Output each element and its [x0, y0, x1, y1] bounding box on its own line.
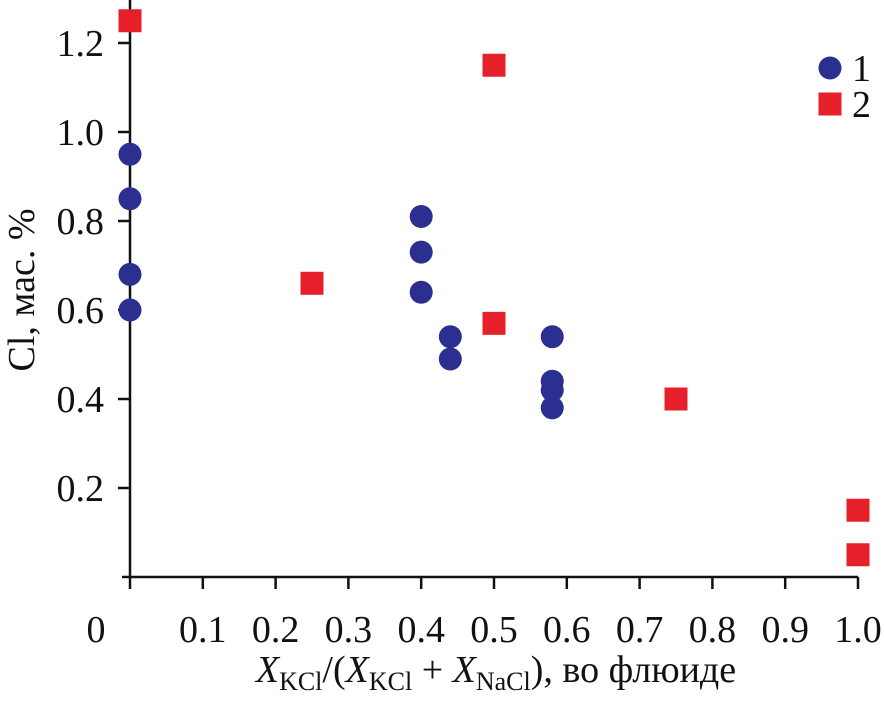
y-tick-label: 1.2	[57, 23, 105, 65]
series-2-point	[482, 53, 506, 77]
x-axis-title-mid: /(	[322, 649, 345, 691]
x-tick-label: 0.3	[325, 609, 373, 651]
series-1-point	[118, 187, 142, 211]
legend-label-2: 2	[852, 84, 871, 126]
series-2-point	[664, 387, 688, 411]
series-2-point	[482, 311, 506, 335]
y-tick-label: 0.8	[57, 201, 105, 243]
series-1-point	[438, 347, 462, 371]
x-tick-label: 0.6	[543, 609, 591, 651]
x-tick-label: 0.2	[252, 609, 300, 651]
x-tick-label: 0.4	[397, 609, 445, 651]
series-1-point	[540, 378, 564, 402]
series-2-point	[118, 9, 142, 33]
y-tick-label: 1.0	[57, 112, 105, 154]
y-tick-label: 0.6	[57, 290, 105, 332]
legend-marker-1	[818, 56, 842, 80]
ticks: 0 0.1 0.2 0.3 0.4 0.5 0.6 0.7 0.8 0.9 1.0 0.2 0.4 0.6…	[57, 23, 882, 651]
legend-marker-2	[818, 92, 842, 116]
x-axis-title-sub3: NaCl	[476, 667, 531, 696]
series-1-point	[118, 262, 142, 286]
y-tick-label: 0.4	[57, 379, 105, 421]
series-1-point	[118, 298, 142, 322]
x-tick-label: 1.0	[834, 609, 882, 651]
series-2-point	[300, 271, 324, 295]
x-tick-label: 0.8	[689, 609, 737, 651]
legend-label-1: 1	[852, 48, 871, 90]
x-axis-title-plus: +	[412, 649, 452, 691]
y-axis-title: Cl, мас. %	[1, 208, 43, 371]
x-axis-title-sub1: KCl	[279, 667, 322, 696]
x-axis-title-var2: X	[344, 649, 371, 691]
x-tick-label: 0.1	[179, 609, 227, 651]
y-tick-label: 0.2	[57, 468, 105, 510]
series-1-point	[540, 396, 564, 420]
x-tick-label: 0.7	[616, 609, 664, 651]
x-tick-label: 0.5	[470, 609, 518, 651]
x-axis-title-var1: X	[254, 649, 281, 691]
series-1-point	[409, 280, 433, 304]
series-1-point	[118, 142, 142, 166]
x-tick-label: 0.9	[761, 609, 809, 651]
series-1-point	[409, 205, 433, 229]
series-1-point	[540, 325, 564, 349]
axes	[122, 0, 858, 579]
data-points	[118, 9, 870, 567]
series-1-point	[438, 325, 462, 349]
legend: 12	[818, 48, 871, 126]
x-axis-title-sub2: KCl	[369, 667, 412, 696]
x-axis-title: XKCl/(XKCl + XNaCl), во флюиде	[254, 649, 736, 696]
x-axis-title-var3: X	[451, 649, 478, 691]
series-2-point	[846, 543, 870, 567]
series-1-point	[409, 240, 433, 264]
x-tick-label: 0	[87, 609, 106, 651]
x-axis-title-tail: ), во флюиде	[531, 649, 736, 691]
series-2-point	[846, 498, 870, 522]
